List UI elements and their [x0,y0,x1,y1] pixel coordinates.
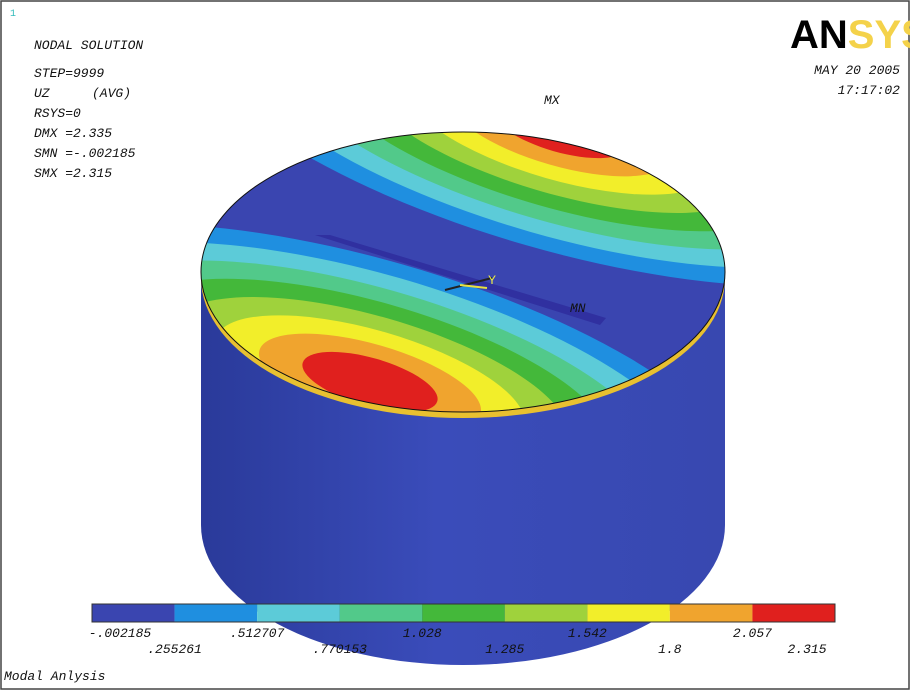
info-line: DMX =2.335 [34,126,112,141]
logo: ANSYS [790,13,910,57]
info-line: STEP=9999 [34,66,104,81]
max-marker: MX [544,93,561,108]
legend-swatch [505,604,588,622]
legend-swatch [587,604,670,622]
logo-light: SYS [848,13,910,57]
time: 17:17:02 [838,83,901,98]
legend-swatch [670,604,753,622]
page: 1 NODAL SOLUTION STEP=9999 UZ (AVG) RSYS=0 DM… [0,0,910,690]
legend-label: -.002185 [89,626,152,641]
window-number: 1 [10,9,16,20]
min-marker: MN [570,301,586,316]
legend-label: .770153 [312,642,367,657]
info-line: SMX =2.315 [34,166,112,181]
logo-dark: AN [790,13,848,57]
legend-swatch [752,604,835,622]
legend-label: .512707 [230,626,285,641]
legend-label: 1.285 [485,642,524,657]
info-line: NODAL SOLUTION [34,38,143,53]
legend-label: 1.028 [403,626,442,641]
legend-swatch [422,604,505,622]
legend-swatch [92,604,175,622]
date: MAY 20 2005 [814,63,900,78]
legend-label: 2.315 [787,642,826,657]
ansys-window: 1 NODAL SOLUTION STEP=9999 UZ (AVG) RSYS=0 DM… [0,0,910,690]
info-line: SMN =-.002185 [34,146,136,161]
info-line: UZ [34,86,51,101]
axis-label: Y [488,273,496,287]
legend-label: 2.057 [733,626,772,641]
caption: Modal Anlysis [4,669,105,684]
legend-swatch [175,604,258,622]
info-line: RSYS=0 [34,106,81,121]
legend-swatch [340,604,423,622]
info-line: (AVG) [92,86,131,101]
legend-swatch [257,604,340,622]
legend-label: 1.542 [568,626,607,641]
legend-label: 1.8 [658,642,682,657]
legend-label: .255261 [147,642,202,657]
